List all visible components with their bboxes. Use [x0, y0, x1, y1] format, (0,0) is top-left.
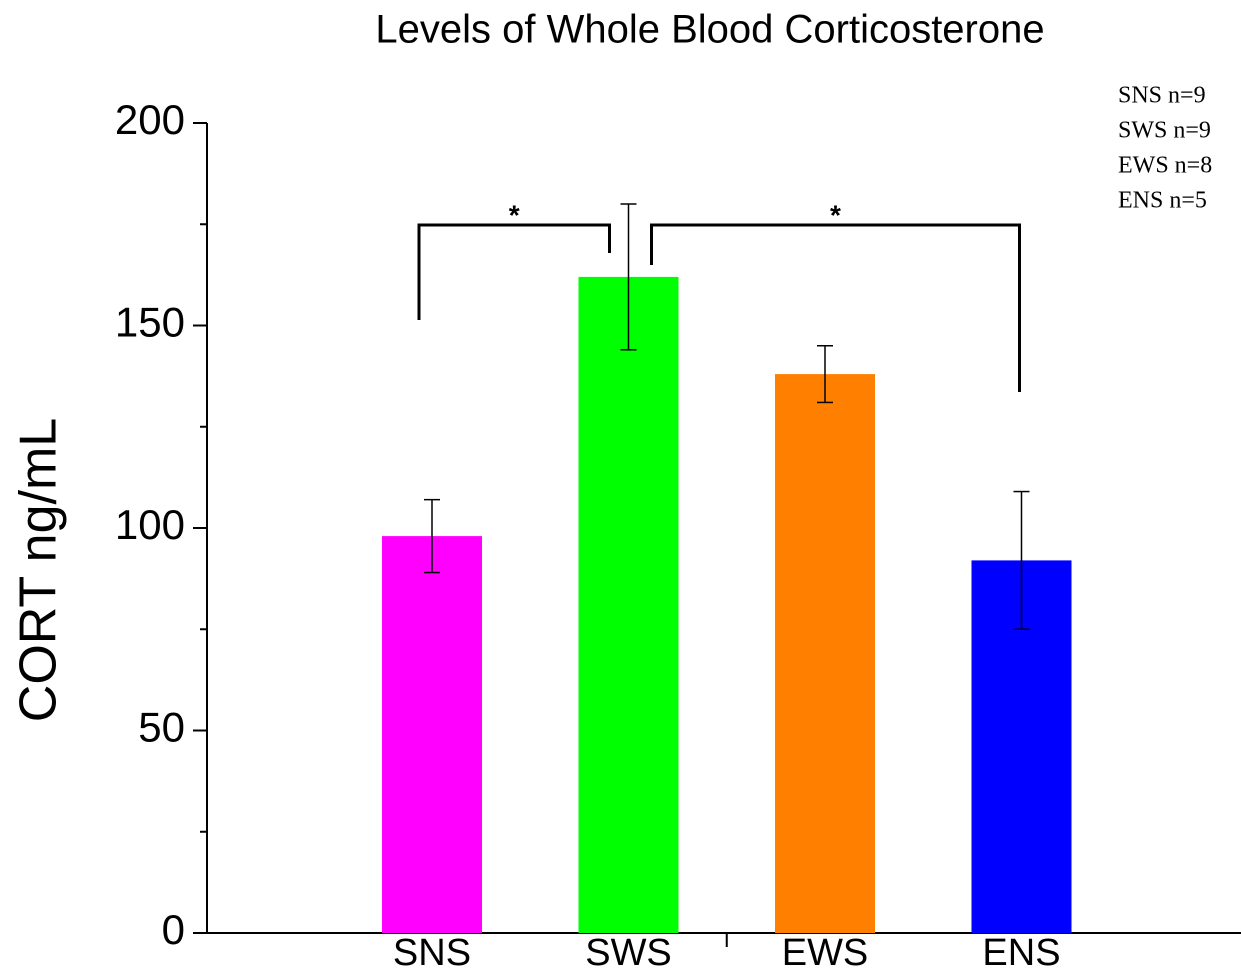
x-tick-label: EWS [782, 932, 869, 974]
significance-label: * [830, 199, 841, 230]
x-tick-label: SWS [585, 932, 672, 974]
y-axis-label: CORT ng/mL [10, 418, 68, 722]
significance-bracket [650, 223, 1021, 392]
y-tick-label: 150 [115, 299, 185, 346]
y-tick-label: 50 [138, 704, 185, 751]
x-tick-label: SNS [393, 932, 471, 974]
x-tick-label: ENS [982, 932, 1060, 974]
sample-size-note: SWS n=9 [1118, 118, 1211, 144]
significance-label: * [509, 199, 520, 230]
chart-title: Levels of Whole Blood Corticosterone [375, 8, 1044, 52]
bar [578, 276, 679, 933]
y-tick-label: 200 [115, 96, 185, 143]
sample-size-note: SNS n=9 [1118, 83, 1206, 109]
significance-bracket [417, 223, 611, 320]
y-tick-label: 0 [162, 906, 185, 953]
bar [382, 536, 482, 933]
sample-size-note: ENS n=5 [1118, 188, 1207, 214]
bar [775, 374, 875, 934]
sample-size-note: EWS n=8 [1118, 153, 1212, 179]
y-tick-label: 100 [115, 501, 185, 548]
